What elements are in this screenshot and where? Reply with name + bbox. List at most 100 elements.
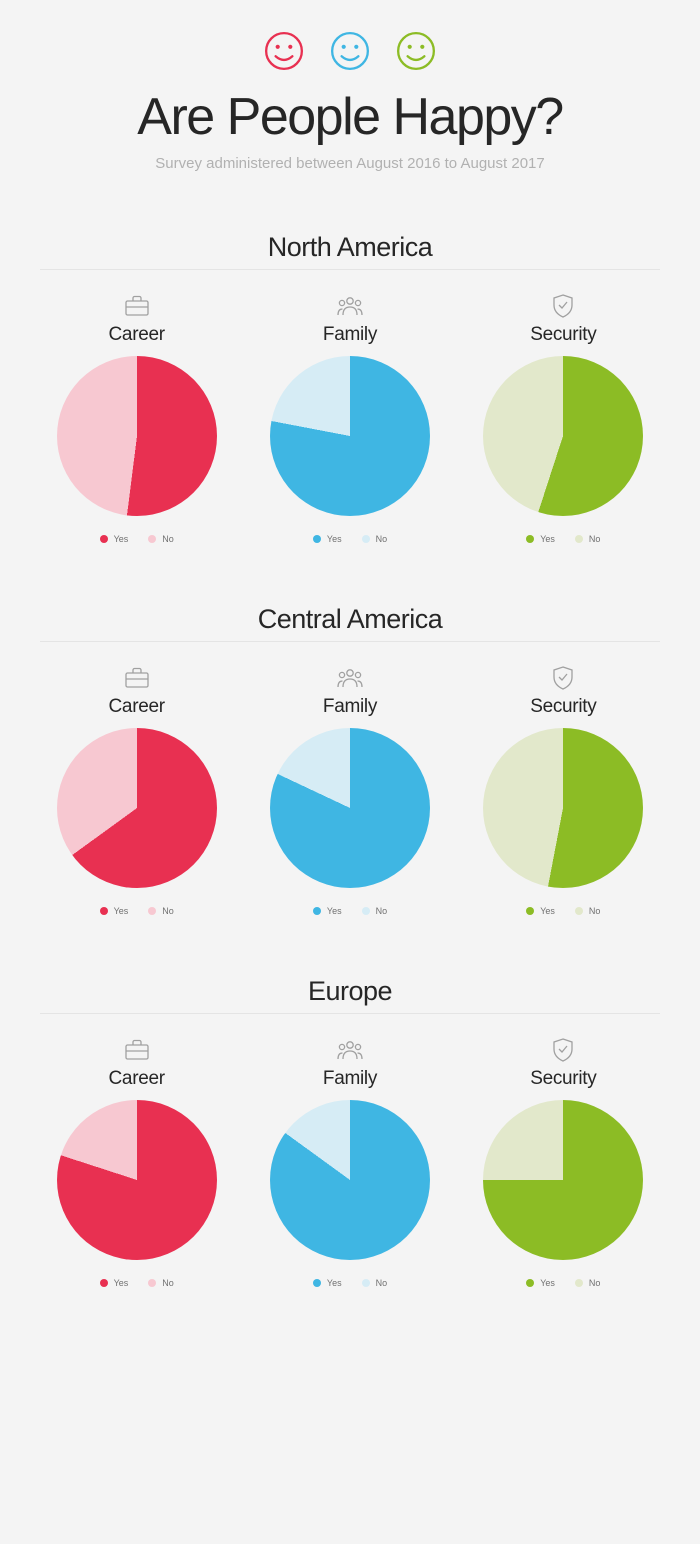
region-title: Europe <box>40 976 660 1014</box>
legend-dot <box>362 535 370 543</box>
legend-dot <box>526 535 534 543</box>
legend-label: Yes <box>327 906 342 916</box>
header: Are People Happy? Survey administered be… <box>0 0 700 172</box>
legend-dot <box>526 1279 534 1287</box>
category-label: Security <box>467 324 660 346</box>
legend: Yes No <box>40 1278 233 1288</box>
legend-label: Yes <box>114 534 129 544</box>
pie-chart <box>483 356 643 516</box>
legend: Yes No <box>253 906 446 916</box>
legend: Yes No <box>467 1278 660 1288</box>
legend-dot <box>575 907 583 915</box>
pie-chart <box>483 728 643 888</box>
legend-dot <box>100 1279 108 1287</box>
legend-item-yes: Yes <box>313 906 342 916</box>
region-title: North America <box>40 232 660 270</box>
page-subtitle: Survey administered between August 2016 … <box>0 155 700 172</box>
shield-icon <box>467 292 660 320</box>
legend-label: No <box>589 906 601 916</box>
legend-label: No <box>589 1278 601 1288</box>
legend-label: No <box>162 906 174 916</box>
legend: Yes No <box>40 534 233 544</box>
legend-label: No <box>376 1278 388 1288</box>
charts-row: Career Yes No Family Yes No Security Yes No <box>40 292 660 544</box>
smiley-row <box>0 30 700 77</box>
category-label: Career <box>40 324 233 346</box>
legend: Yes No <box>253 534 446 544</box>
legend-item-yes: Yes <box>526 906 555 916</box>
legend-dot <box>100 907 108 915</box>
legend-dot <box>575 535 583 543</box>
legend-item-no: No <box>575 1278 601 1288</box>
legend-dot <box>313 1279 321 1287</box>
legend-item-no: No <box>362 906 388 916</box>
legend-label: No <box>162 534 174 544</box>
legend-label: No <box>589 534 601 544</box>
chart-box-security: Security Yes No <box>467 1036 660 1288</box>
legend-item-yes: Yes <box>526 534 555 544</box>
legend-label: No <box>376 534 388 544</box>
chart-box-career: Career Yes No <box>40 1036 233 1288</box>
smiley-icon <box>329 30 371 77</box>
legend-dot <box>362 1279 370 1287</box>
briefcase-icon <box>40 1036 233 1064</box>
legend-item-no: No <box>362 1278 388 1288</box>
chart-box-career: Career Yes No <box>40 292 233 544</box>
pie-wrap <box>253 356 446 516</box>
category-label: Career <box>40 1068 233 1090</box>
legend-item-no: No <box>575 906 601 916</box>
legend-item-no: No <box>575 534 601 544</box>
briefcase-icon <box>40 664 233 692</box>
legend-label: Yes <box>540 1278 555 1288</box>
briefcase-icon <box>40 292 233 320</box>
region-block: EuropeCareerYesNoFamilyYesNoSecurityYesN… <box>0 976 700 1288</box>
legend-dot <box>148 535 156 543</box>
shield-icon <box>467 1036 660 1064</box>
legend-dot <box>526 907 534 915</box>
chart-box-family: Family Yes No <box>253 664 446 916</box>
category-label: Family <box>253 324 446 346</box>
legend-dot <box>313 535 321 543</box>
pie-chart <box>483 1100 643 1260</box>
pie-wrap <box>253 1100 446 1260</box>
legend-dot <box>148 907 156 915</box>
pie-wrap <box>467 1100 660 1260</box>
category-label: Family <box>253 696 446 718</box>
pie-chart <box>57 728 217 888</box>
pie-wrap <box>40 356 233 516</box>
legend-label: No <box>376 906 388 916</box>
legend-item-no: No <box>148 534 174 544</box>
pie-chart <box>270 1100 430 1260</box>
legend-label: Yes <box>540 534 555 544</box>
legend: Yes No <box>467 534 660 544</box>
legend-item-yes: Yes <box>313 534 342 544</box>
legend-item-no: No <box>148 906 174 916</box>
pie-chart <box>270 728 430 888</box>
region-title: Central America <box>40 604 660 642</box>
legend: YesNo <box>253 1278 446 1288</box>
legend-label: No <box>162 1278 174 1288</box>
pie-wrap <box>253 728 446 888</box>
charts-row: CareerYesNoFamilyYesNoSecurityYesNo <box>40 1036 660 1288</box>
legend-item-no: No <box>362 534 388 544</box>
legend-label: Yes <box>114 1278 129 1288</box>
legend-item-yes: Yes <box>100 534 129 544</box>
region-block: North America Career Yes No Family Yes No Secur… <box>0 232 700 544</box>
legend-dot <box>148 1279 156 1287</box>
charts-row: CareerYesNoFamilyYesNoSecurityYesNo <box>40 664 660 916</box>
legend-item-yes: Yes <box>100 1278 129 1288</box>
chart-box-career: CareerYesNo <box>40 664 233 916</box>
smiley-icon <box>263 30 305 77</box>
people-icon <box>253 292 446 320</box>
legend-item-yes: Yes <box>100 906 129 916</box>
legend-label: Yes <box>540 906 555 916</box>
legend-dot <box>362 907 370 915</box>
smiley-icon <box>395 30 437 77</box>
legend-item-no: No <box>148 1278 174 1288</box>
legend-dot <box>575 1279 583 1287</box>
category-label: Security <box>467 1068 660 1090</box>
legend-label: Yes <box>327 534 342 544</box>
legend-item-yes: Yes <box>526 1278 555 1288</box>
pie-wrap <box>467 356 660 516</box>
legend-label: Yes <box>114 906 129 916</box>
